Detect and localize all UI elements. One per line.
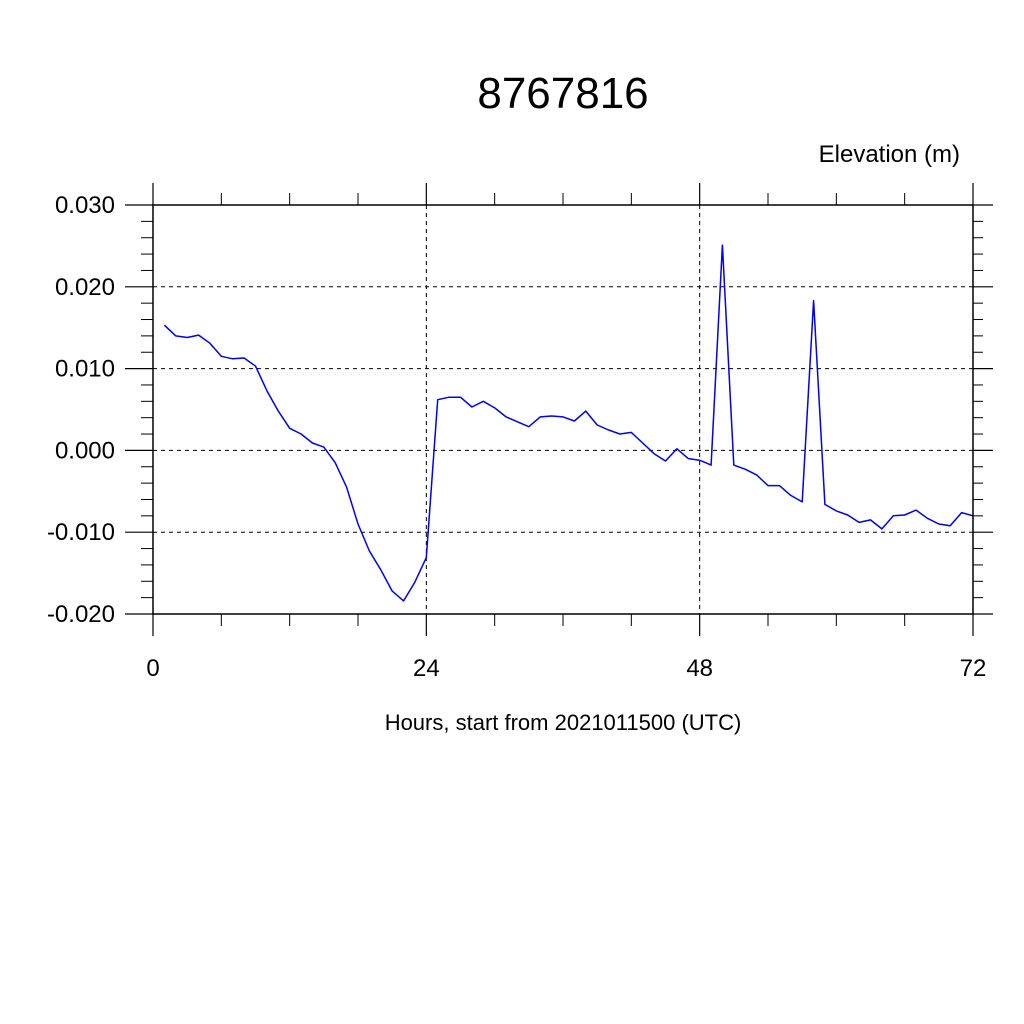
y-tick-label: 0.000 [55,437,115,464]
chart-title: 8767816 [477,69,648,118]
x-tick-label: 24 [413,655,440,682]
x-tick-label: 72 [960,655,987,682]
y-tick-label: 0.030 [55,192,115,219]
x-tick-label: 48 [686,655,713,682]
tick-labels: -0.020 -0.010 0.000 0.010 0.020 0.030 0 24 48 72 [47,192,986,682]
y-tick-label: -0.010 [47,519,115,546]
plot-frame [152,204,974,615]
y-tick-label: -0.020 [47,601,115,628]
x-tick-label: 0 [146,655,159,682]
series-layer [163,244,974,602]
y-tick-label: 0.010 [55,356,115,383]
grid-lines [153,204,973,615]
series-line [163,244,974,602]
y-tick-label: 0.020 [55,274,115,301]
x-axis-label: Hours, start from 2021011500 (UTC) [385,710,742,735]
major-ticks [125,183,993,636]
y-axis-label: Elevation (m) [819,141,960,168]
minor-ticks [141,193,983,626]
